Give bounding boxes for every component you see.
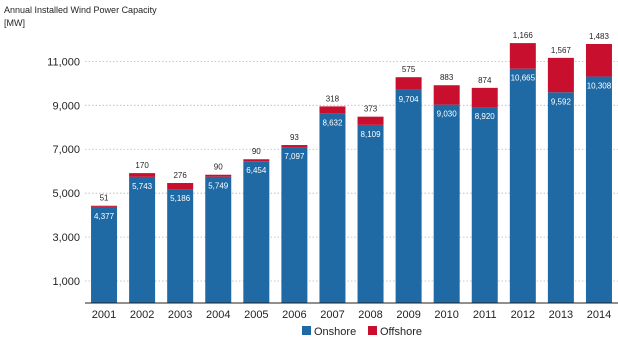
offshore-value-label: 93 xyxy=(290,133,299,142)
legend-swatch-onshore xyxy=(302,326,311,335)
onshore-value-label: 9,704 xyxy=(399,95,420,104)
offshore-value-label: 90 xyxy=(214,163,223,172)
offshore-value-label: 883 xyxy=(440,73,454,82)
legend-label-offshore: Offshore xyxy=(380,326,422,338)
onshore-value-label: 8,920 xyxy=(475,112,496,121)
onshore-value-label: 9,592 xyxy=(551,97,572,106)
unit-label: [MW] xyxy=(4,18,25,28)
y-tick-label: 3,000 xyxy=(52,232,80,244)
onshore-value-label: 7,097 xyxy=(284,152,305,161)
offshore-bar xyxy=(585,43,612,77)
offshore-value-label: 373 xyxy=(364,105,378,114)
offshore-bar xyxy=(433,85,460,105)
x-tick-label: 2005 xyxy=(244,309,268,321)
offshore-bar xyxy=(205,174,232,177)
y-tick-label: 5,000 xyxy=(52,188,80,200)
offshore-bar xyxy=(471,87,498,108)
bars: 4,377 51 5,743 170 5,186 276 5,749 90 6,454 90 7,0… xyxy=(91,31,612,304)
x-tick-label: 2012 xyxy=(511,309,535,321)
offshore-bar xyxy=(357,116,384,125)
y-tick-label: 1,000 xyxy=(52,276,80,288)
offshore-bar xyxy=(319,106,346,114)
legend-label-onshore: Onshore xyxy=(314,326,356,338)
onshore-value-label: 10,308 xyxy=(587,82,612,91)
offshore-bar xyxy=(547,57,574,93)
onshore-bar xyxy=(205,176,232,303)
onshore-value-label: 9,030 xyxy=(437,110,458,119)
onshore-bar xyxy=(395,89,422,303)
onshore-value-label: 4,377 xyxy=(94,212,115,221)
offshore-value-label: 1,166 xyxy=(513,31,534,40)
x-tick-label: 2009 xyxy=(396,309,420,321)
x-tick-label: 2007 xyxy=(320,309,344,321)
x-tick-label: 2004 xyxy=(206,309,230,321)
x-tick-label: 2006 xyxy=(282,309,306,321)
y-axis-ticks: 1,000 3,000 5,000 7,000 9,000 11,000 xyxy=(47,56,80,288)
chart-title: Annual Installed Wind Power Capacity xyxy=(4,5,157,15)
x-axis-ticks: 2001 2002 2003 2004 2005 2006 2007 2008 2009 2010… xyxy=(92,309,611,321)
onshore-value-label: 6,454 xyxy=(246,166,267,175)
legend-swatch-offshore xyxy=(368,326,377,335)
y-tick-label: 9,000 xyxy=(52,100,80,112)
offshore-value-label: 874 xyxy=(478,76,492,85)
x-tick-label: 2011 xyxy=(473,309,497,321)
onshore-value-label: 8,632 xyxy=(322,118,343,127)
x-tick-label: 2002 xyxy=(130,309,154,321)
onshore-bar xyxy=(281,147,308,303)
onshore-value-label: 5,743 xyxy=(132,182,153,191)
onshore-bar xyxy=(319,113,346,303)
onshore-value-label: 10,665 xyxy=(511,74,536,83)
offshore-bar xyxy=(281,145,308,148)
onshore-bar xyxy=(471,107,498,303)
offshore-bar xyxy=(509,43,536,69)
x-tick-label: 2014 xyxy=(587,309,611,321)
offshore-bar xyxy=(395,77,422,90)
onshore-bar xyxy=(357,124,384,304)
onshore-value-label: 8,109 xyxy=(361,130,382,139)
onshore-bar xyxy=(547,92,574,303)
x-tick-label: 2001 xyxy=(92,309,116,321)
offshore-value-label: 170 xyxy=(135,161,149,170)
offshore-value-label: 276 xyxy=(173,171,187,180)
offshore-bar xyxy=(91,205,118,207)
x-tick-label: 2008 xyxy=(358,309,382,321)
onshore-value-label: 5,749 xyxy=(208,182,229,191)
y-tick-label: 7,000 xyxy=(52,144,80,156)
onshore-value-label: 5,186 xyxy=(170,194,191,203)
x-tick-label: 2010 xyxy=(434,309,458,321)
onshore-bar xyxy=(585,76,612,303)
offshore-bar xyxy=(243,159,270,162)
legend: Onshore Offshore xyxy=(302,326,422,338)
onshore-bar xyxy=(243,161,270,303)
onshore-bar xyxy=(91,206,118,303)
offshore-value-label: 51 xyxy=(100,194,109,203)
onshore-bar xyxy=(509,68,536,304)
offshore-value-label: 1,483 xyxy=(589,32,610,41)
offshore-bar xyxy=(129,173,156,177)
onshore-bar xyxy=(129,176,156,303)
onshore-bar xyxy=(167,189,194,303)
x-tick-label: 2003 xyxy=(168,309,192,321)
offshore-value-label: 1,567 xyxy=(551,46,572,55)
y-tick-label: 11,000 xyxy=(47,56,80,68)
x-tick-label: 2013 xyxy=(549,309,573,321)
offshore-value-label: 318 xyxy=(326,94,340,103)
offshore-value-label: 575 xyxy=(402,65,416,74)
onshore-bar xyxy=(433,104,460,303)
gridlines xyxy=(85,60,618,282)
offshore-bar xyxy=(167,183,194,190)
offshore-value-label: 90 xyxy=(252,147,261,156)
